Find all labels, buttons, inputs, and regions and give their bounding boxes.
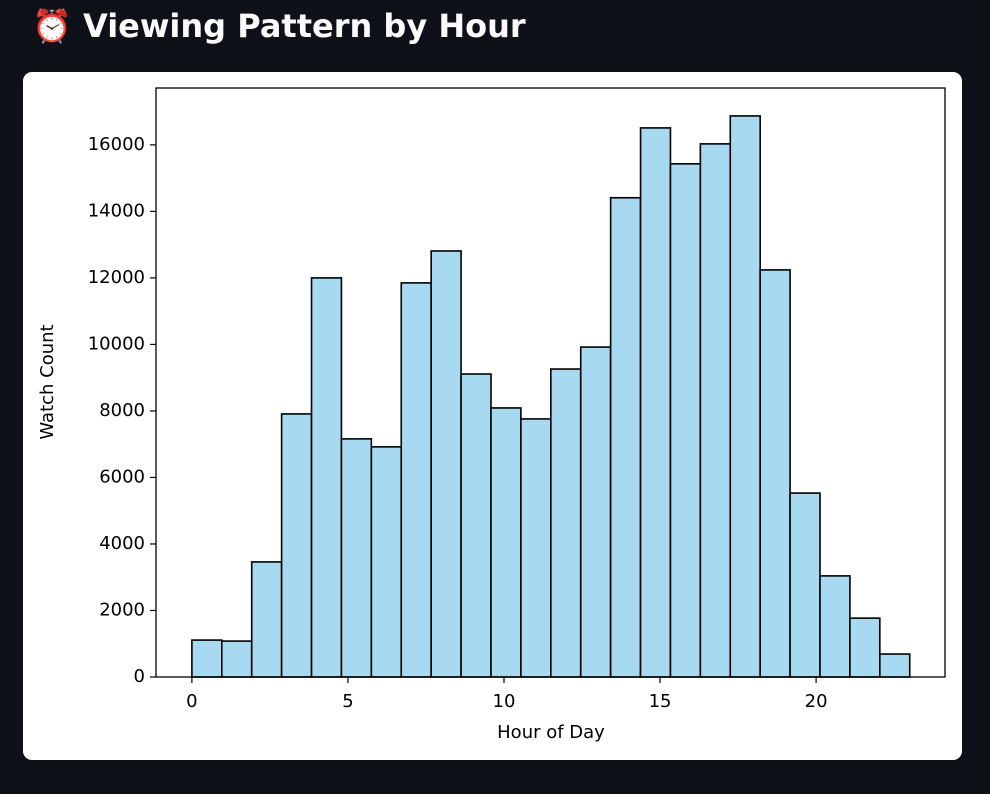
y-tick-label: 2000 (99, 599, 145, 620)
bar (609, 196, 642, 678)
bar (460, 373, 492, 678)
x-tick-label: 0 (186, 691, 197, 712)
bar (280, 413, 313, 678)
x-tick-label: 20 (805, 691, 828, 712)
bar (759, 269, 791, 678)
x-tick-label: 5 (342, 691, 353, 712)
bar (430, 250, 462, 678)
bar (340, 438, 373, 678)
bar (849, 617, 881, 678)
bar (370, 446, 403, 678)
y-tick-label: 4000 (99, 533, 145, 554)
bar (400, 282, 432, 678)
plot-frame (155, 87, 946, 678)
bar (221, 640, 253, 678)
bar (879, 653, 911, 678)
bar (310, 277, 343, 678)
y-tick-label: 10000 (88, 333, 145, 354)
y-tick-label: 14000 (88, 200, 145, 221)
bar (729, 115, 761, 678)
y-tick-label: 8000 (99, 400, 145, 421)
bar (669, 163, 702, 678)
y-tick-label: 0 (134, 666, 145, 687)
y-tick-label: 12000 (88, 267, 145, 288)
y-axis-label: Watch Count (37, 324, 58, 439)
y-tick-label: 16000 (88, 134, 145, 155)
x-axis-label: Hour of Day (497, 722, 605, 743)
bar (789, 492, 821, 678)
bar (520, 418, 552, 678)
bar (550, 368, 582, 678)
bar (639, 127, 672, 678)
bar (579, 346, 612, 678)
bar (819, 575, 851, 678)
page-title: ⏰ Viewing Pattern by Hour (32, 7, 526, 45)
bar (490, 407, 522, 678)
x-tick-label: 15 (649, 691, 672, 712)
y-tick-label: 6000 (99, 466, 145, 487)
bar (191, 639, 223, 678)
bar (699, 143, 732, 678)
bar (250, 561, 283, 678)
x-tick-label: 10 (493, 691, 516, 712)
